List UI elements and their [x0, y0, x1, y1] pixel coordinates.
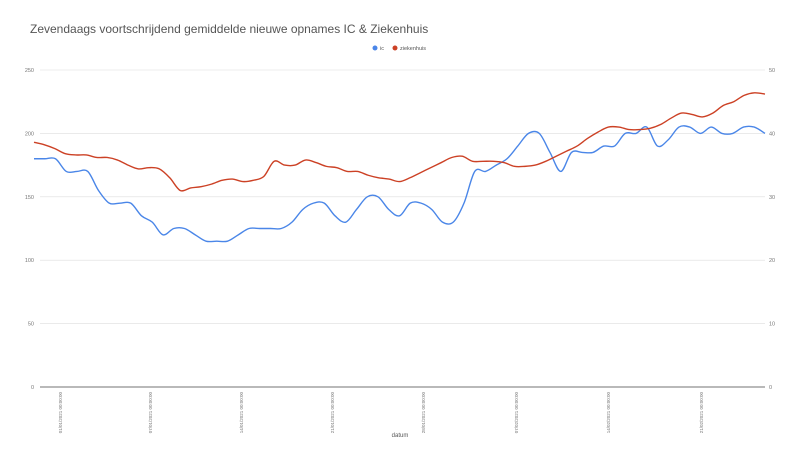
- y-tick-right: 40: [769, 131, 775, 137]
- chart-title: Zevendaags voortschrijdend gemiddelde ni…: [30, 22, 429, 36]
- x-tick-label: 07/01/2021 00:00:00: [148, 392, 153, 434]
- y-tick-right: 20: [769, 258, 775, 264]
- left-y-axis-ticks: 0 50 100 150 200 250: [25, 68, 34, 391]
- legend-marker: [372, 45, 378, 51]
- legend-label: ziekenhuis: [400, 46, 426, 52]
- x-tick-label: 21/02/2021 00:00:00: [699, 392, 704, 434]
- x-tick-label: 21/01/2021 00:00:00: [330, 392, 335, 434]
- gridlines: [40, 69, 765, 388]
- x-axis-ticks: 01/01/2021 00:00:00 07/01/2021 00:00:00 14…: [58, 392, 704, 434]
- x-tick-label: 07/02/2021 00:00:00: [514, 392, 519, 434]
- y-tick-left: 0: [31, 385, 34, 391]
- x-tick-label: 14/01/2021 00:00:00: [239, 392, 244, 434]
- y-tick-right: 0: [769, 385, 772, 391]
- y-tick-left: 250: [25, 68, 34, 74]
- right-y-axis-ticks: 0 10 20 30 40 50: [769, 68, 775, 391]
- series-line-ic: [33, 125, 766, 243]
- y-tick-left: 100: [25, 258, 34, 264]
- y-tick-right: 50: [769, 68, 775, 74]
- series-line-ziekenhuis: [33, 92, 766, 192]
- series-lines: [33, 92, 766, 243]
- y-tick-left: 50: [28, 322, 34, 328]
- y-tick-left: 150: [25, 195, 34, 201]
- legend-marker: [392, 45, 398, 51]
- legend: ic ziekenhuis: [372, 45, 426, 52]
- x-tick-label: 01/01/2021 00:00:00: [58, 392, 63, 434]
- x-tick-label: 14/02/2021 00:00:00: [606, 392, 611, 434]
- x-tick-label: 28/01/2021 00:00:00: [421, 392, 426, 434]
- legend-label: ic: [380, 46, 384, 52]
- x-axis-label: datum: [392, 433, 409, 439]
- y-tick-right: 30: [769, 195, 775, 201]
- y-tick-right: 10: [769, 322, 775, 328]
- y-tick-left: 200: [25, 131, 34, 137]
